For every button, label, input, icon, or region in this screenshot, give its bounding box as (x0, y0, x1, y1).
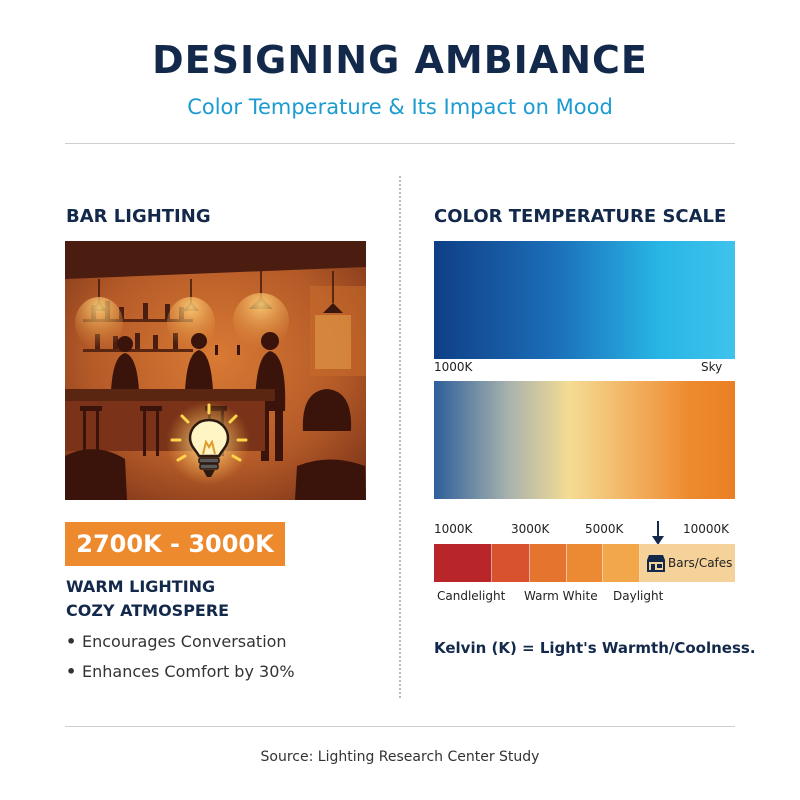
storefront-icon (647, 555, 665, 572)
scale-tick-label: 10000K (683, 522, 730, 536)
light-bulb-icon (170, 403, 248, 477)
page-title: DESIGNING AMBIANCE (152, 38, 648, 82)
warm-gradient-bar (434, 381, 735, 499)
cool-gradient-bar (434, 241, 735, 359)
kelvin-strip (434, 544, 736, 582)
bullet-glyph: • (66, 632, 77, 651)
bar-lighting-heading: BAR LIGHTING (66, 206, 211, 227)
color-scale-heading: COLOR TEMPERATURE SCALE (434, 206, 727, 227)
scale-tick-label: 5000K (585, 522, 624, 536)
temperature-range-badge: 2700K - 3000K (65, 522, 285, 566)
bullet-item: • Enhances Comfort by 30% (66, 662, 295, 681)
strip-segment (566, 544, 604, 582)
cool-bar-left-label: 1000K (434, 360, 473, 374)
strip-segment-bars-cafes (639, 544, 736, 582)
column-divider (399, 176, 401, 698)
page-subtitle: Color Temperature & Its Impact on Mood (187, 95, 613, 119)
bullet-text: Enhances Comfort by 30% (82, 662, 295, 681)
footer-divider (65, 726, 735, 727)
bar-scene-illustration (65, 241, 366, 500)
tagline-warm-lighting: WARM LIGHTING (66, 577, 216, 596)
bullet-item: • Encourages Conversation (66, 632, 287, 651)
bullet-text: Encourages Conversation (82, 632, 287, 651)
marker-label: Bars/Cafes (668, 556, 733, 570)
kelvin-definition: Kelvin (K) = Light's Warmth/Coolness. (434, 639, 756, 657)
source-note: Source: Lighting Research Center Study (260, 749, 540, 765)
strip-segment (492, 544, 531, 582)
scale-tick-label: 3000K (511, 522, 550, 536)
strip-label: Warm White (524, 589, 598, 603)
tagline-cozy-atmosphere: COZY ATMOSPERE (66, 601, 230, 620)
strip-label: Candlelight (437, 589, 506, 603)
cool-bar-right-label: Sky (701, 360, 723, 374)
scale-tick-label: 1000K (434, 522, 473, 536)
strip-segment (434, 544, 493, 582)
down-arrow-icon (652, 521, 664, 545)
header-divider (65, 143, 735, 144)
strip-segment (530, 544, 567, 582)
bullet-glyph: • (66, 662, 77, 681)
strip-label: Daylight (613, 589, 664, 603)
strip-segment (603, 544, 640, 582)
